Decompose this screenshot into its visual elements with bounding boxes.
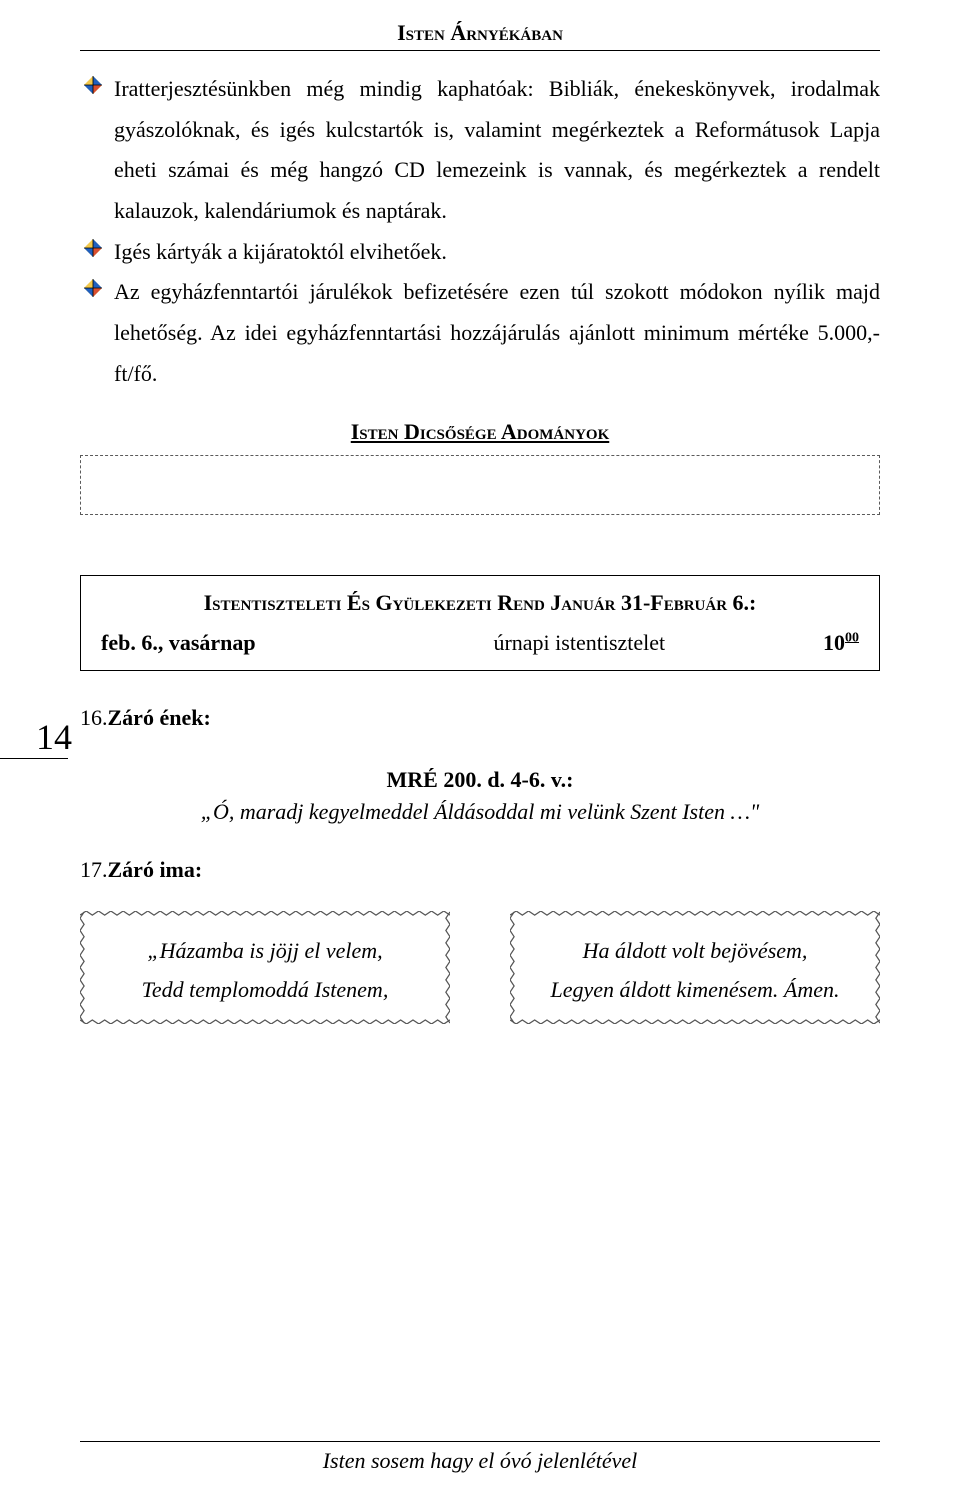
footer: Isten sosem hagy el óvó jelenlétével bbox=[80, 1441, 880, 1474]
schedule-date: feb. 6., vasárnap bbox=[101, 630, 256, 656]
schedule-time-hour: 10 bbox=[823, 630, 845, 655]
schedule-time: 1000 bbox=[823, 630, 859, 656]
prayer-line: Legyen áldott kimenésem. Ámen. bbox=[530, 970, 860, 1010]
running-header-title: Isten Árnyékában bbox=[80, 20, 880, 46]
list-item-text: Iratterjesztésünkben még mindig kaphatóa… bbox=[114, 76, 880, 223]
prayer-line: „Házamba is jöjj el velem, bbox=[100, 931, 430, 971]
closing-hymn-line: 16.Záró ének: bbox=[80, 705, 880, 731]
page-number-container: 14 bbox=[0, 716, 78, 759]
page-number: 14 bbox=[0, 716, 72, 758]
schedule-time-minutes: 00 bbox=[845, 630, 859, 645]
footer-text: Isten sosem hagy el óvó jelenlétével bbox=[80, 1448, 880, 1474]
schedule-heading: Istentiszteleti És Gyülekezeti Rend Janu… bbox=[101, 590, 859, 616]
bullet-quartered-icon bbox=[84, 239, 102, 257]
list-item: Az egyházfenntartói járulékok befizetésé… bbox=[80, 272, 880, 394]
footer-rule bbox=[80, 1441, 880, 1442]
header-rule bbox=[80, 50, 880, 51]
ordinal-number: 17. bbox=[80, 857, 108, 882]
hymn-quote: „Ó, maradj kegyelmeddel Áldásoddal mi ve… bbox=[80, 799, 880, 825]
prayer-box-right: Ha áldott volt bejövésem, Legyen áldott … bbox=[510, 911, 880, 1032]
ordinal-number: 16. bbox=[80, 705, 108, 730]
donations-section-title: Isten Dicsősége Adományok bbox=[80, 419, 880, 445]
bullet-quartered-icon bbox=[84, 76, 102, 94]
prayer-line: Ha áldott volt bejövésem, bbox=[530, 931, 860, 971]
prayer-boxes-row: „Házamba is jöjj el velem, Tedd templomo… bbox=[80, 911, 880, 1032]
donations-placeholder-box bbox=[80, 455, 880, 515]
page-number-rule bbox=[0, 758, 68, 759]
schedule-box: Istentiszteleti És Gyülekezeti Rend Janu… bbox=[80, 575, 880, 671]
prayer-line: Tedd templomoddá Istenem, bbox=[100, 970, 430, 1010]
list-item: Iratterjesztésünkben még mindig kaphatóa… bbox=[80, 69, 880, 232]
schedule-event: úrnapi istentisztelet bbox=[256, 630, 823, 656]
list-item-text: Igés kártyák a kijáratoktól elvihetőek. bbox=[114, 239, 447, 264]
closing-prayer-line: 17.Záró ima: bbox=[80, 857, 880, 883]
list-item-text: Az egyházfenntartói járulékok befizetésé… bbox=[114, 279, 880, 385]
list-item: Igés kártyák a kijáratoktól elvihetőek. bbox=[80, 232, 880, 273]
page: Isten Árnyékában Iratterjesztésünkben mé… bbox=[0, 0, 960, 1490]
closing-hymn-label: Záró ének: bbox=[108, 705, 211, 730]
announcements-list: Iratterjesztésünkben még mindig kaphatóa… bbox=[80, 69, 880, 395]
closing-prayer-label: Záró ima: bbox=[108, 857, 203, 882]
schedule-row: feb. 6., vasárnap úrnapi istentisztelet … bbox=[101, 630, 859, 656]
bullet-quartered-icon bbox=[84, 279, 102, 297]
hymn-reference: MRÉ 200. d. 4-6. v.: bbox=[80, 767, 880, 793]
prayer-box-left: „Házamba is jöjj el velem, Tedd templomo… bbox=[80, 911, 450, 1032]
